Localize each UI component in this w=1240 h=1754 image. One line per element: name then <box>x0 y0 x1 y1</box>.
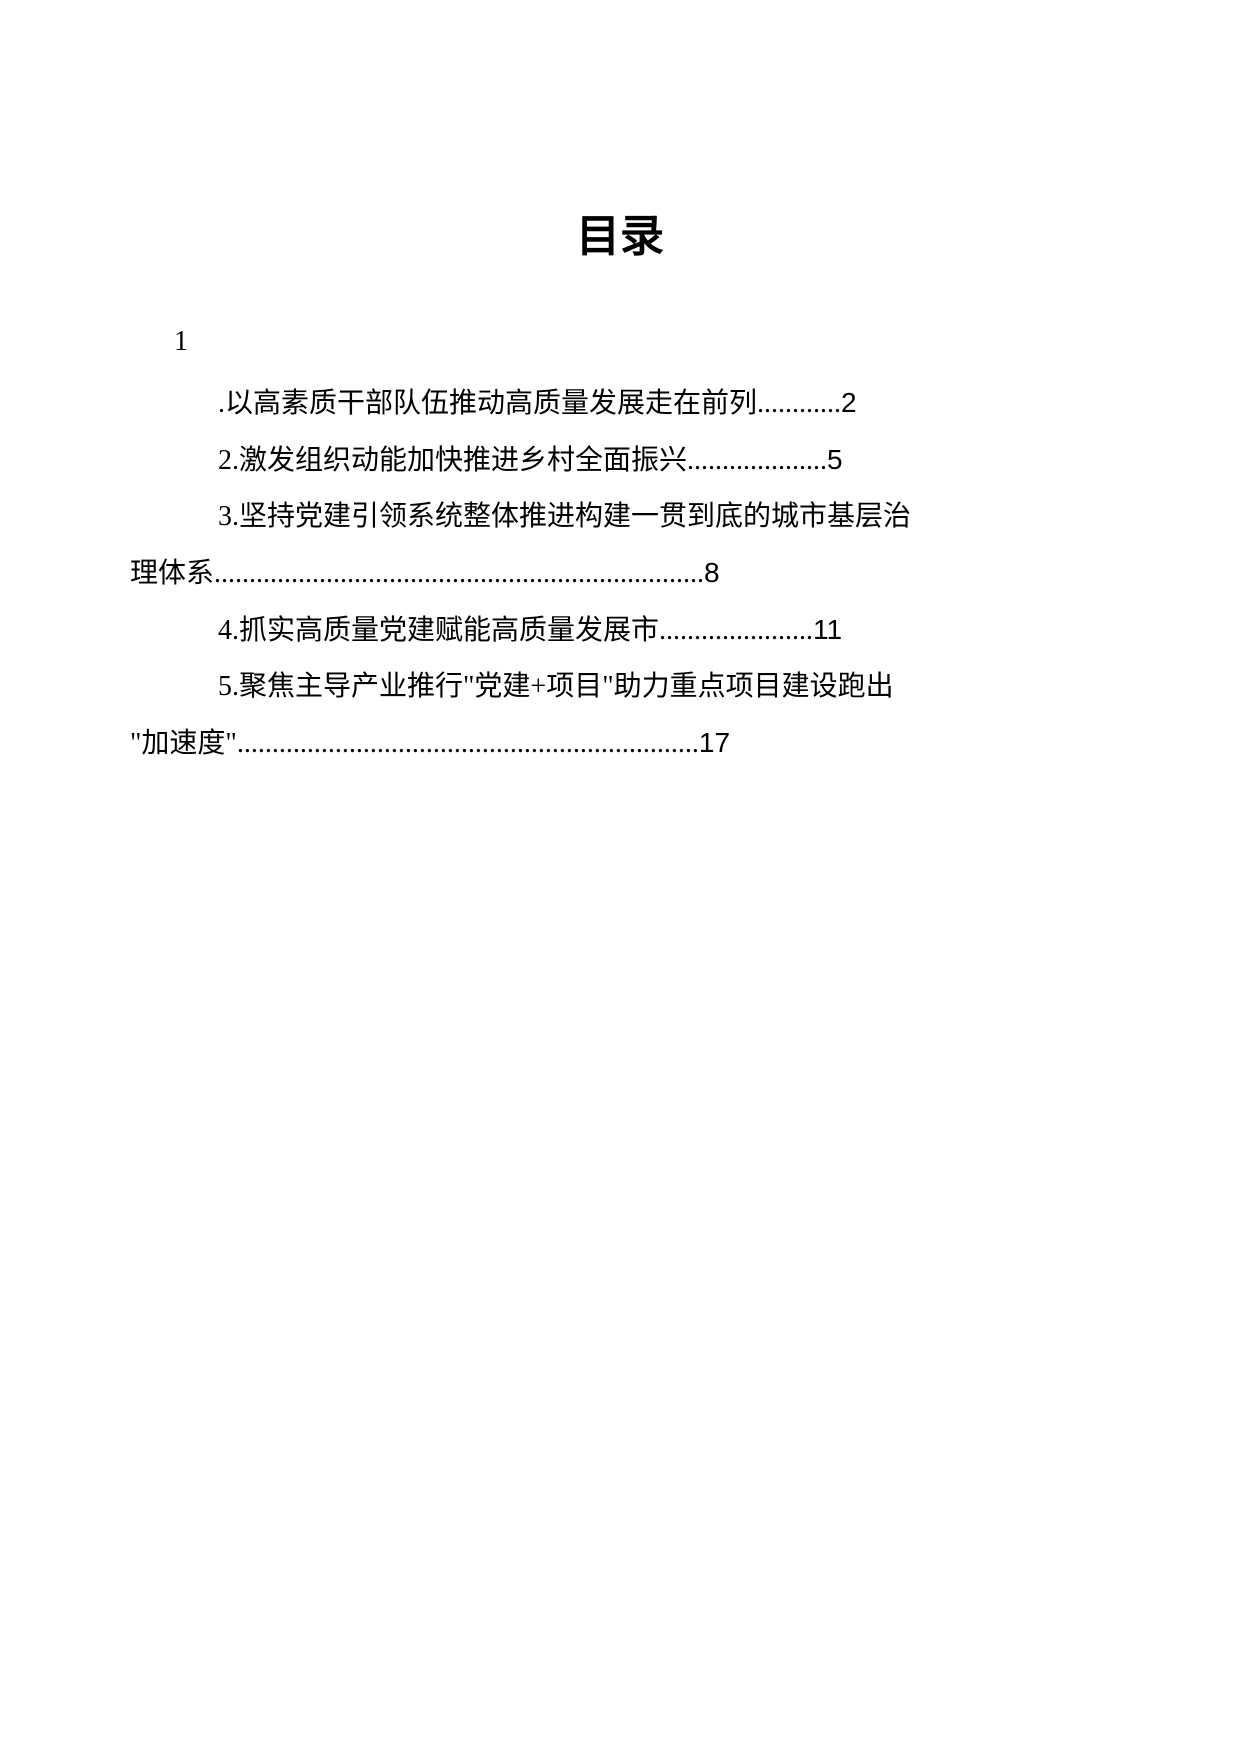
toc-entry-3-continuation: 理体系.....................................… <box>130 545 1110 602</box>
toc-entry-text: 以高素质干部队伍推动高质量发展走在前列 <box>225 388 757 419</box>
toc-title: 目录 <box>130 200 1110 264</box>
toc-entry-1: .以高素质干部队伍推动高质量发展走在前列............2 <box>130 375 1110 432</box>
toc-entry-dots: .................... <box>687 445 827 476</box>
toc-entry-text: 理体系 <box>130 558 214 589</box>
toc-entry-text: "加速度" <box>130 728 237 759</box>
toc-entry-4: 4.抓实高质量党建赋能高质量发展市......................1… <box>130 602 1110 659</box>
toc-entry-5-continuation: "加速度"...................................… <box>130 715 1110 772</box>
toc-entry-text: 聚焦主导产业推行"党建+项目"助力重点项目建设跑出 <box>239 671 894 702</box>
toc-entry-prefix: . <box>218 388 225 419</box>
toc-entry-5: 5.聚焦主导产业推行"党建+项目"助力重点项目建设跑出 <box>130 659 1110 715</box>
toc-entry-3: 3.坚持党建引领系统整体推进构建一贯到底的城市基层治 <box>130 489 1110 545</box>
toc-entry-page: 17 <box>699 727 730 758</box>
toc-entry-dots: ........................................… <box>237 728 699 759</box>
toc-entry-text: 抓实高质量党建赋能高质量发展市 <box>239 615 659 646</box>
toc-container: 1 .以高素质干部队伍推动高质量发展走在前列............22.激发组… <box>130 314 1110 772</box>
toc-entry-dots: ...................... <box>659 615 813 646</box>
toc-entry-page: 5 <box>827 444 843 475</box>
toc-entry-page: 2 <box>841 387 857 418</box>
toc-entry-text: 坚持党建引领系统整体推进构建一贯到底的城市基层治 <box>239 501 911 532</box>
toc-entry-dots: ........................................… <box>214 558 704 589</box>
toc-entry-text: 激发组织动能加快推进乡村全面振兴 <box>239 445 687 476</box>
toc-entry-page: 11 <box>813 614 842 645</box>
toc-entry-prefix: 3. <box>218 501 239 532</box>
toc-entry-prefix: 2. <box>218 445 239 476</box>
toc-entry-dots: ............ <box>757 388 841 419</box>
leading-number: 1 <box>130 314 1110 370</box>
toc-entry-prefix: 4. <box>218 615 239 646</box>
toc-entry-2: 2.激发组织动能加快推进乡村全面振兴....................5 <box>130 432 1110 489</box>
toc-entry-prefix: 5. <box>218 671 239 702</box>
toc-entry-page: 8 <box>704 557 720 588</box>
